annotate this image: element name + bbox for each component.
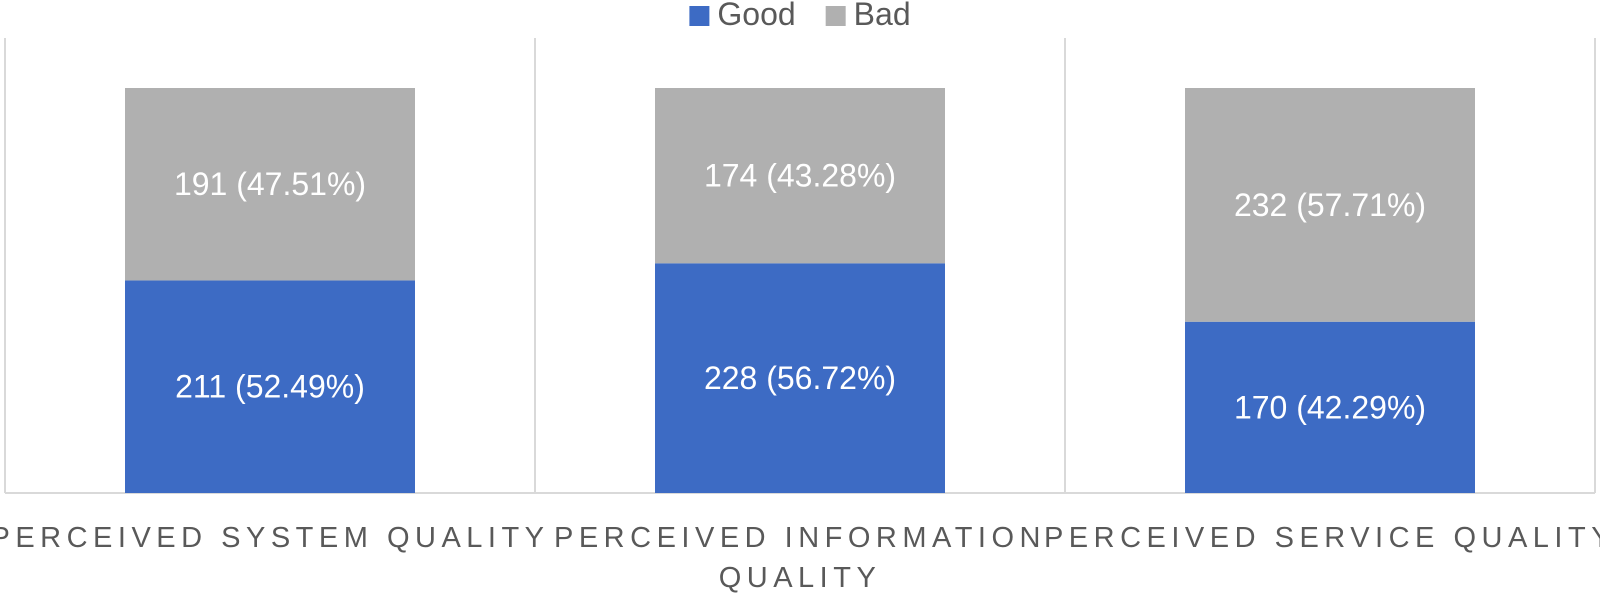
category-label: QUALITY: [719, 562, 882, 594]
bar-bad: [125, 88, 415, 281]
legend-label: Bad: [854, 0, 911, 32]
legend-label: Good: [717, 0, 795, 32]
bar-bad: [1185, 88, 1475, 322]
category-label: PERCEIVED INFORMATION: [554, 522, 1046, 554]
bar-good: [125, 280, 415, 493]
data-label-good: 170 (42.29%): [1234, 389, 1426, 425]
chart-bars: [125, 88, 1475, 493]
legend-item-bad: Bad: [825, 0, 911, 32]
category-axis-labels: PERCEIVED SYSTEM QUALITY PERCEIVED INFORM…: [0, 522, 1600, 594]
data-label-bad: 174 (43.28%): [704, 158, 896, 194]
category-label: PERCEIVED SERVICE QUALITY: [1044, 522, 1600, 554]
data-label-good: 228 (56.72%): [704, 360, 896, 396]
bar-bad: [655, 88, 945, 264]
data-label-bad: 191 (47.51%): [174, 166, 366, 202]
data-label-good: 211 (52.49%): [175, 369, 365, 405]
bar-good: [1185, 321, 1475, 493]
legend-swatch: [689, 6, 710, 26]
category-label: PERCEIVED SYSTEM QUALITY: [0, 522, 550, 554]
data-label-bad: 232 (57.71%): [1234, 187, 1426, 223]
chart-legend: Good Bad: [689, 0, 911, 32]
bar-good: [655, 263, 945, 493]
bar-data-labels: 211 (52.49%) 191 (47.51%) 228 (56.72%) 174 …: [174, 158, 1426, 426]
legend-swatch: [825, 6, 846, 26]
legend-item-good: Good: [689, 0, 796, 32]
